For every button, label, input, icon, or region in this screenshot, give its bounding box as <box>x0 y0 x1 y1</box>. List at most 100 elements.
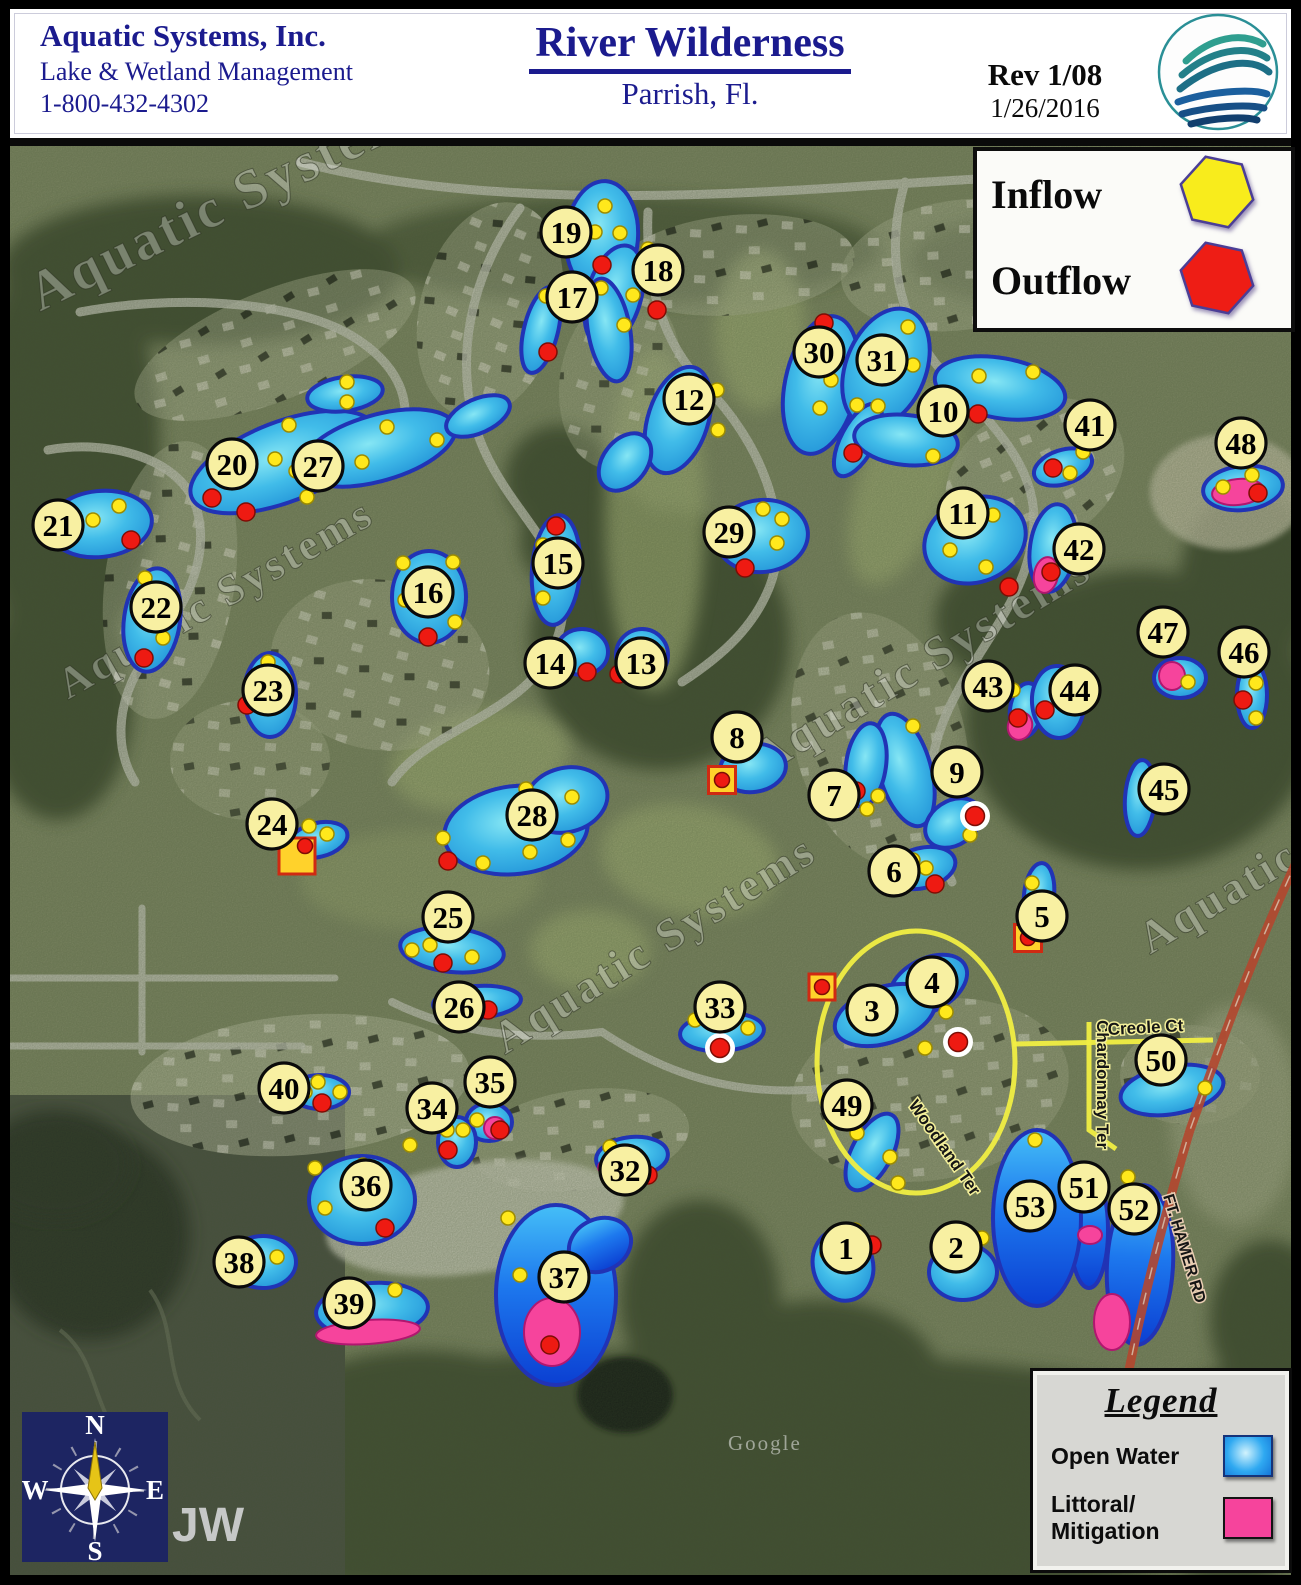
inflow-dot <box>925 448 941 464</box>
inflow-dot <box>429 432 445 448</box>
svg-text:53: 53 <box>1015 1189 1046 1224</box>
outflow-dot <box>577 662 597 682</box>
inflow-dot <box>1197 1080 1213 1096</box>
pond-marker-17: 17 <box>545 270 599 324</box>
inflow-dot <box>299 489 315 505</box>
inflow-dot <box>500 1210 516 1226</box>
littoral-swatch <box>1223 1497 1273 1539</box>
revision-label: Rev 1/08 <box>987 57 1103 92</box>
inflow-dot <box>1025 364 1041 380</box>
open-water-label: Open Water <box>1051 1442 1180 1469</box>
compass-n: N <box>85 1412 105 1440</box>
inflow-dot <box>535 590 551 606</box>
outflow-dot <box>134 648 154 668</box>
inflow-dot <box>849 397 865 413</box>
pond-marker-21: 21 <box>31 498 85 552</box>
svg-text:44: 44 <box>1060 673 1091 708</box>
inflow-dot <box>774 511 790 527</box>
inflow-dot <box>455 1122 471 1138</box>
svg-text:14: 14 <box>535 646 566 681</box>
outflow-dot <box>538 342 558 362</box>
inflow-dot <box>475 855 491 871</box>
outflow-dot <box>438 1140 458 1160</box>
pond-marker-46: 46 <box>1217 625 1271 679</box>
outflow-dot <box>709 1037 731 1059</box>
pond-marker-18: 18 <box>631 243 685 297</box>
svg-text:49: 49 <box>832 1088 863 1123</box>
inflow-dot <box>387 1282 403 1298</box>
svg-text:17: 17 <box>557 280 588 315</box>
author-initials: JW <box>172 1499 244 1552</box>
wave-logo-icon <box>1157 13 1279 131</box>
svg-text:8: 8 <box>729 720 745 755</box>
pond-marker-10: 10 <box>916 384 970 438</box>
compass-rose: N E S W <box>22 1410 168 1567</box>
svg-text:45: 45 <box>1149 772 1180 807</box>
company-subtitle: Lake & Wetland Management <box>40 56 353 86</box>
svg-text:7: 7 <box>826 778 842 813</box>
inflow-dot <box>870 398 886 414</box>
pond-marker-6: 6 <box>867 844 921 898</box>
pond-marker-8: 8 <box>710 710 764 764</box>
inflow-dot <box>85 512 101 528</box>
inflow-dot <box>111 498 127 514</box>
compass-s: S <box>87 1536 102 1562</box>
legend-open-water-row: Open Water <box>1051 1435 1273 1477</box>
compass-e: E <box>146 1475 164 1505</box>
pond-shape <box>596 431 654 493</box>
pond-marker-53: 53 <box>1003 1179 1057 1233</box>
inflow-dot <box>1024 875 1040 891</box>
inflow-dot <box>859 801 875 817</box>
pond-marker-43: 43 <box>961 659 1015 713</box>
pond-marker-39: 39 <box>322 1276 376 1330</box>
pond-marker-13: 13 <box>614 636 668 690</box>
svg-text:1: 1 <box>838 1231 854 1266</box>
aerial-texture <box>0 140 1301 1585</box>
inflow-dot <box>1027 1132 1043 1148</box>
outflow-legend-row: Outflow <box>977 237 1291 323</box>
outflow-dot <box>375 1218 395 1238</box>
outflow-dot <box>236 502 256 522</box>
pond-marker-45: 45 <box>1137 762 1191 816</box>
pond-marker-1: 1 <box>819 1221 873 1275</box>
pond-marker-7: 7 <box>807 768 861 822</box>
company-block: Aquatic Systems, Inc. Lake & Wetland Man… <box>40 17 353 121</box>
pond-marker-22: 22 <box>129 580 183 634</box>
inflow-dot <box>1248 710 1264 726</box>
pond-marker-16: 16 <box>401 565 455 619</box>
inflow-dot <box>281 417 297 433</box>
inflow-label: Inflow <box>991 171 1103 217</box>
svg-text:52: 52 <box>1119 1192 1150 1227</box>
inflow-dot <box>978 559 994 575</box>
svg-text:33: 33 <box>705 990 736 1025</box>
pond-marker-24: 24 <box>245 797 299 851</box>
pond-marker-49: 49 <box>820 1078 874 1132</box>
outflow-dot <box>1043 458 1063 478</box>
inflow-dot <box>267 451 283 467</box>
page-title: River Wilderness <box>529 19 851 74</box>
pond-marker-40: 40 <box>257 1061 311 1115</box>
legend-title: Legend <box>1104 1381 1218 1420</box>
outflow-dot <box>540 1335 560 1355</box>
svg-text:24: 24 <box>257 807 288 842</box>
inflow-dot <box>1215 479 1231 495</box>
svg-text:50: 50 <box>1146 1043 1177 1078</box>
inflow-dot <box>971 368 987 384</box>
pond-marker-5: 5 <box>1015 889 1069 943</box>
svg-text:47: 47 <box>1148 615 1179 650</box>
inflow-dot <box>395 555 411 571</box>
svg-text:4: 4 <box>924 965 940 1000</box>
pond-marker-27: 27 <box>291 439 345 493</box>
inflow-dot <box>870 788 886 804</box>
inflow-dot <box>755 501 771 517</box>
inflow-dot <box>319 826 335 842</box>
pond-marker-42: 42 <box>1052 522 1106 576</box>
svg-text:2: 2 <box>948 1230 964 1265</box>
pond-marker-26: 26 <box>432 980 486 1034</box>
outflow-dot <box>296 837 314 855</box>
map-title-block: River Wilderness Parrish, Fl. <box>450 19 930 112</box>
inflow-dot <box>404 942 420 958</box>
pond-marker-50: 50 <box>1134 1033 1188 1087</box>
outflow-dot <box>438 851 458 871</box>
inflow-dot <box>379 419 395 435</box>
